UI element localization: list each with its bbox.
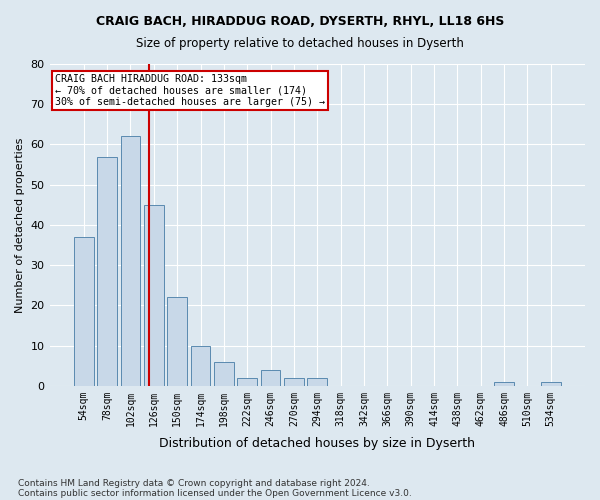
X-axis label: Distribution of detached houses by size in Dyserth: Distribution of detached houses by size … (159, 437, 475, 450)
Bar (238, 378, 257, 386)
Bar (260, 370, 280, 386)
Bar (97, 156, 117, 386)
Bar (214, 362, 234, 386)
Text: CRAIG BACH, HIRADDUG ROAD, DYSERTH, RHYL, LL18 6HS: CRAIG BACH, HIRADDUG ROAD, DYSERTH, RHYL… (96, 15, 504, 28)
Bar (121, 136, 140, 386)
Text: CRAIG BACH HIRADDUG ROAD: 133sqm
← 70% of detached houses are smaller (174)
30% : CRAIG BACH HIRADDUG ROAD: 133sqm ← 70% o… (55, 74, 325, 107)
Bar (307, 378, 327, 386)
Text: Contains HM Land Registry data © Crown copyright and database right 2024.: Contains HM Land Registry data © Crown c… (18, 478, 370, 488)
Y-axis label: Number of detached properties: Number of detached properties (15, 137, 25, 312)
Bar (494, 382, 514, 386)
Bar (191, 346, 211, 386)
Bar (74, 237, 94, 386)
Bar (541, 382, 560, 386)
Bar (284, 378, 304, 386)
Text: Size of property relative to detached houses in Dyserth: Size of property relative to detached ho… (136, 38, 464, 51)
Bar (144, 205, 164, 386)
Text: Contains public sector information licensed under the Open Government Licence v3: Contains public sector information licen… (18, 488, 412, 498)
Bar (167, 298, 187, 386)
